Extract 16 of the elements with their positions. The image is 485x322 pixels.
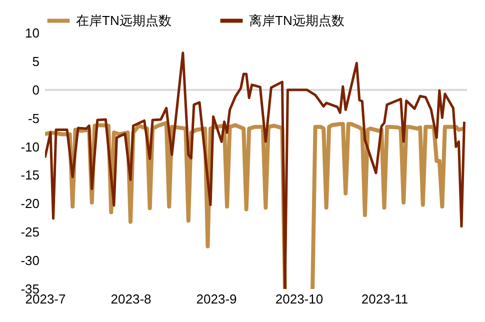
line-series bbox=[45, 52, 466, 289]
x-tick-label: 2023-10 bbox=[275, 292, 324, 306]
legend-label: 在岸TN远期点数 bbox=[76, 12, 172, 28]
y-tick-label: 10 bbox=[25, 26, 40, 40]
y-tick-label: -10 bbox=[20, 139, 40, 154]
legend-label: 离岸TN远期点数 bbox=[249, 12, 344, 28]
y-tick-label: 0 bbox=[32, 82, 40, 98]
y-tick-label: -25 bbox=[20, 224, 40, 240]
y-tick-label: -20 bbox=[20, 196, 40, 212]
x-tick-label: 2023-8 bbox=[110, 292, 152, 306]
y-tick-label: 5 bbox=[32, 54, 40, 69]
y-tick-label: -5 bbox=[28, 110, 40, 126]
x-tick-label: 2023-9 bbox=[196, 292, 237, 306]
x-tick-label: 2023-11 bbox=[361, 292, 408, 306]
y-tick-label: -30 bbox=[20, 253, 40, 268]
y-tick-label: -15 bbox=[20, 168, 40, 183]
